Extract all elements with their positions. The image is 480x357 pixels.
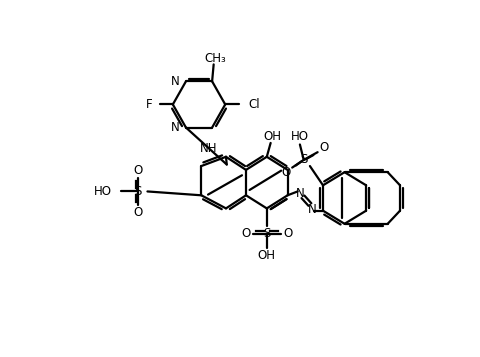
Text: S: S bbox=[134, 185, 142, 198]
Text: NH: NH bbox=[200, 142, 218, 155]
Text: O: O bbox=[133, 206, 143, 219]
Text: N: N bbox=[171, 75, 180, 88]
Text: OH: OH bbox=[258, 249, 276, 262]
Text: HO: HO bbox=[94, 185, 112, 198]
Text: HO: HO bbox=[291, 130, 309, 143]
Text: CH₃: CH₃ bbox=[204, 52, 226, 65]
Text: O: O bbox=[241, 227, 251, 240]
Text: S: S bbox=[263, 227, 270, 240]
Text: S: S bbox=[300, 154, 307, 166]
Text: N: N bbox=[296, 187, 304, 200]
Text: Cl: Cl bbox=[248, 98, 260, 111]
Text: O: O bbox=[133, 164, 143, 177]
Text: N: N bbox=[308, 203, 317, 216]
Text: N: N bbox=[171, 121, 180, 134]
Text: O: O bbox=[283, 227, 292, 240]
Text: O: O bbox=[281, 166, 291, 179]
Text: F: F bbox=[145, 98, 152, 111]
Text: O: O bbox=[319, 141, 328, 154]
Text: OH: OH bbox=[263, 130, 281, 143]
